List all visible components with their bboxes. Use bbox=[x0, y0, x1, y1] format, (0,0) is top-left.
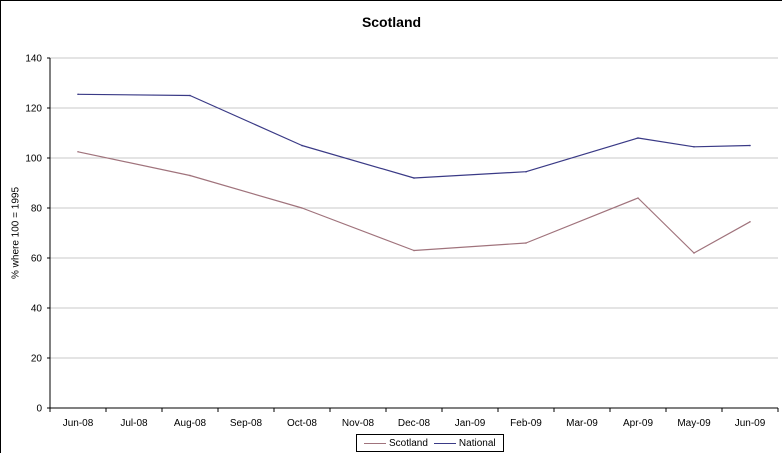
y-tick-label-60: 60 bbox=[31, 254, 43, 265]
legend-swatch-national bbox=[433, 442, 456, 444]
series-line-national bbox=[77, 93, 751, 179]
x-tick-label-aug-08: Aug-08 bbox=[174, 418, 207, 429]
y-tick-label-20: 20 bbox=[31, 354, 43, 365]
point-national-oct-08 bbox=[301, 144, 303, 147]
x-tick-label-jun-09: Jun-09 bbox=[735, 418, 766, 429]
legend-label-national: National bbox=[458, 437, 496, 449]
legend-item-national: National bbox=[433, 437, 496, 449]
legend-label-scotland: Scotland bbox=[389, 437, 428, 449]
point-national-jun-09 bbox=[749, 144, 751, 147]
x-tick-label-feb-09: Feb-09 bbox=[510, 418, 542, 429]
point-scotland-oct-08 bbox=[301, 207, 303, 209]
point-national-may-09 bbox=[693, 145, 695, 148]
y-tick-label-0: 0 bbox=[36, 404, 42, 415]
point-scotland-jun-09 bbox=[749, 220, 751, 223]
series-line-scotland bbox=[77, 151, 751, 254]
x-tick-label-nov-08: Nov-08 bbox=[342, 418, 375, 429]
point-scotland-jun-08 bbox=[77, 150, 79, 153]
y-tick-label-140: 140 bbox=[25, 54, 42, 65]
x-tick-label-jun-08: Jun-08 bbox=[63, 418, 94, 429]
x-tick-label-jan-09: Jan-09 bbox=[455, 418, 486, 429]
legend: Scotland National bbox=[356, 434, 504, 452]
point-scotland-aug-08 bbox=[189, 174, 191, 177]
legend-swatch-scotland bbox=[364, 442, 386, 444]
y-tick-label-40: 40 bbox=[31, 304, 43, 315]
x-tick-label-sep-08: Sep-08 bbox=[230, 418, 263, 429]
x-tick-label-mar-09: Mar-09 bbox=[566, 418, 598, 429]
point-national-aug-08 bbox=[189, 94, 191, 97]
legend-item-scotland: Scotland bbox=[364, 438, 428, 449]
x-tick-label-jul-08: Jul-08 bbox=[120, 418, 148, 429]
point-scotland-dec-08 bbox=[413, 249, 415, 252]
point-national-feb-09 bbox=[525, 170, 527, 173]
point-scotland-apr-09 bbox=[637, 197, 639, 199]
x-tick-label-may-09: May-09 bbox=[677, 418, 711, 429]
point-scotland-feb-09 bbox=[525, 242, 527, 244]
y-tick-label-100: 100 bbox=[25, 154, 42, 165]
y-tick-label-80: 80 bbox=[31, 204, 43, 215]
x-tick-label-dec-08: Dec-08 bbox=[398, 418, 431, 429]
x-tick-label-apr-09: Apr-09 bbox=[623, 418, 653, 429]
y-tick-label-120: 120 bbox=[25, 104, 42, 115]
point-national-jun-08 bbox=[77, 93, 79, 96]
point-scotland-may-09 bbox=[693, 252, 695, 254]
point-national-apr-09 bbox=[637, 137, 639, 139]
point-national-dec-08 bbox=[413, 177, 415, 179]
x-tick-label-oct-08: Oct-08 bbox=[287, 418, 317, 429]
chart-title: Scotland bbox=[361, 14, 422, 30]
